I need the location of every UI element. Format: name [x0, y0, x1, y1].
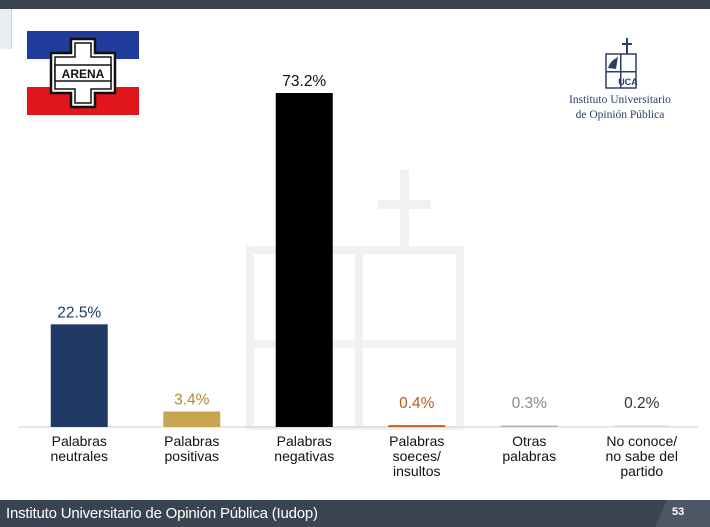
value-label-0: 22.5%	[57, 304, 101, 321]
value-label-2: 73.2%	[282, 73, 326, 90]
category-label-5: No conoce/no sabe del partido	[606, 433, 678, 479]
category-label-0: Palabras neutrales	[50, 433, 108, 464]
bar-1	[163, 411, 221, 427]
uca-line-1: Instituto Universitario	[569, 94, 671, 106]
arena-flag-logo: ARENA	[27, 31, 139, 115]
value-label-1: 3.4%	[174, 391, 210, 408]
uca-line-2: de Opinión Pública	[575, 109, 665, 121]
footer-bar: Instituto Universitario de Opinión Públi…	[0, 500, 710, 527]
category-label-1: Palabras positivas	[164, 433, 219, 464]
category-label-2: Palabras negativas	[274, 433, 334, 464]
uca-mark-text: UCA	[618, 77, 638, 87]
category-label-line: Palabras	[389, 433, 444, 449]
uca-institution-name: Instituto Universitario de Opinión Públi…	[560, 93, 680, 123]
uca-watermark	[246, 170, 464, 430]
bar-4	[500, 425, 558, 427]
uca-cross-mark-icon: UCA	[605, 38, 638, 89]
bar-5	[613, 425, 671, 427]
category-label-line: positivas	[165, 448, 219, 464]
category-label-3: Palabras soeces/insultos	[389, 433, 444, 479]
bar-3	[388, 425, 446, 427]
uca-logo: UCA Instituto Universitario de Opinión P…	[560, 38, 680, 128]
category-label-line: No conoce/	[606, 433, 677, 449]
category-label-line: palabras	[502, 448, 556, 464]
bar-2	[275, 93, 333, 427]
value-label-5: 0.2%	[624, 395, 660, 412]
category-label-line: neutrales	[50, 448, 108, 464]
category-label-line: Palabras	[164, 433, 219, 449]
value-label-4: 0.3%	[512, 395, 548, 412]
category-label-line: partido	[620, 463, 663, 479]
category-label-line: negativas	[274, 448, 334, 464]
arena-logo-text: ARENA	[62, 67, 105, 81]
bar-0	[50, 324, 108, 427]
category-label-4: Otras palabras	[502, 433, 556, 464]
footer-institution: Instituto Universitario de Opinión Públi…	[6, 505, 318, 522]
top-header-strip	[0, 0, 710, 9]
category-label-line: Palabras	[52, 433, 107, 449]
corner-tab	[0, 9, 12, 49]
category-label-line: soeces/	[393, 448, 441, 464]
category-label-line: insultos	[393, 463, 440, 479]
category-label-line: no sabe del	[606, 448, 678, 464]
page-number: 53	[672, 506, 685, 518]
category-label-line: Otras	[512, 433, 546, 449]
value-label-3: 0.4%	[399, 395, 435, 412]
category-label-line: Palabras	[277, 433, 332, 449]
